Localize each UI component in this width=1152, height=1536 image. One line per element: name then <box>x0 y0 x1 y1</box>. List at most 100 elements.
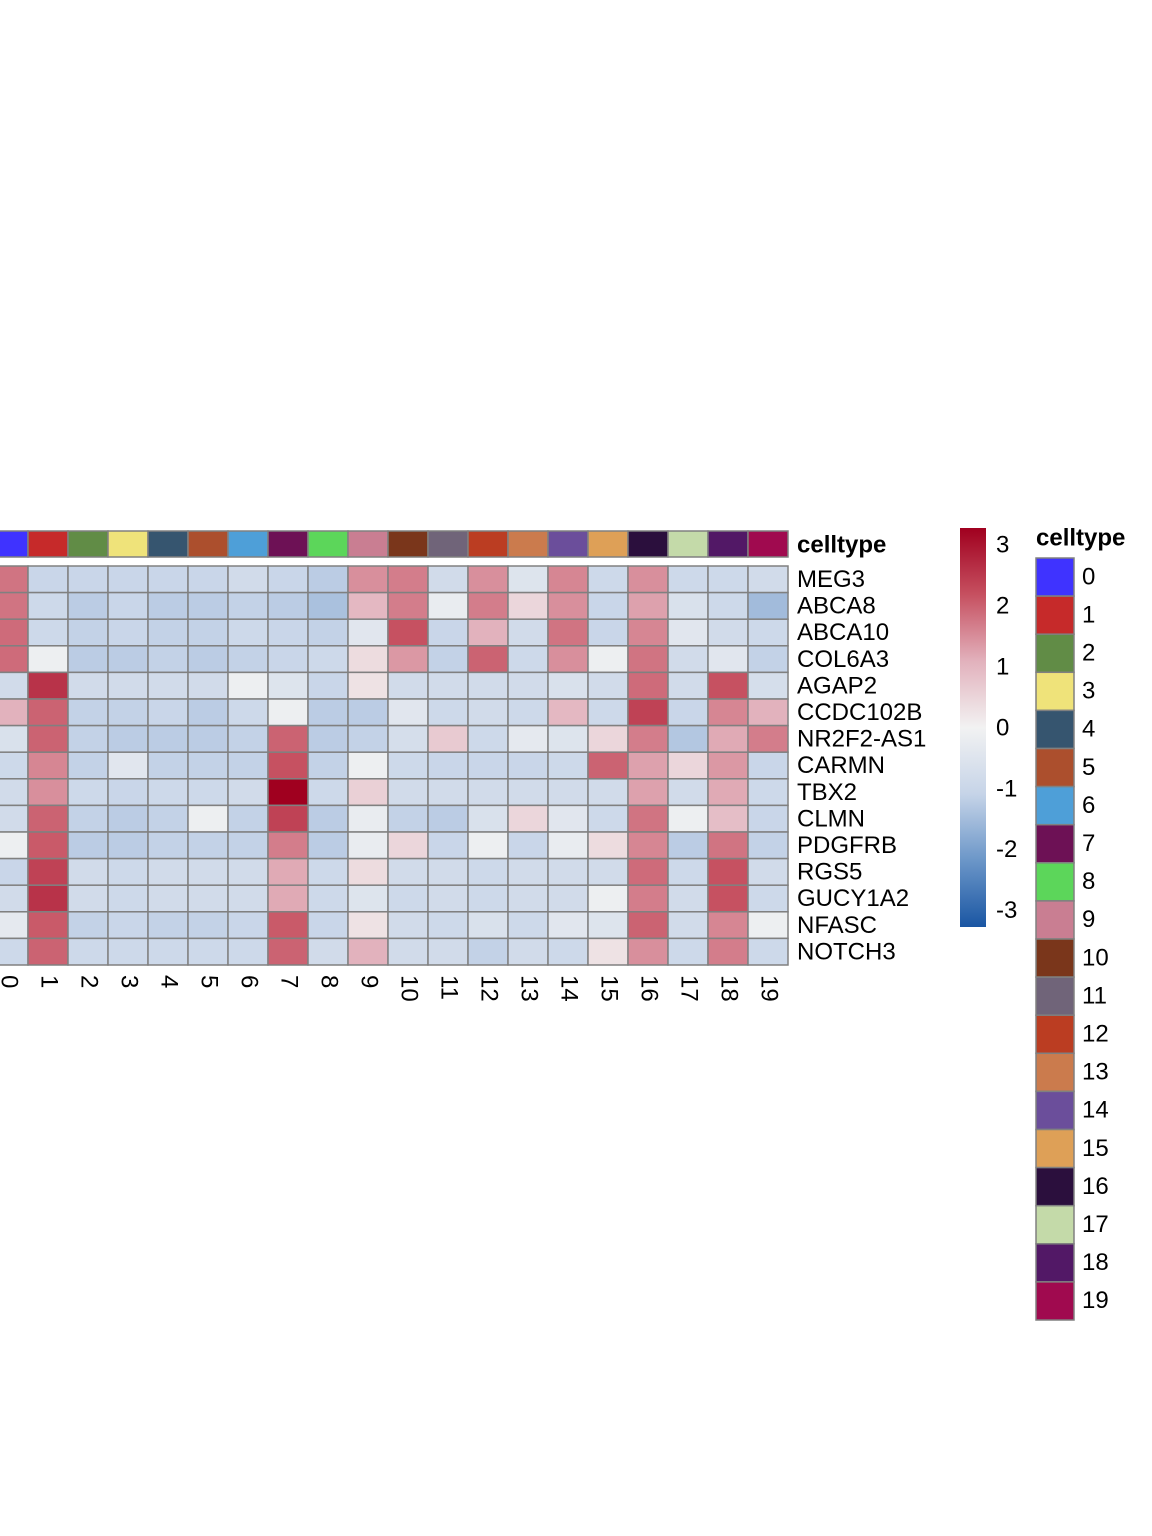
legend-label: 13 <box>1082 1059 1109 1086</box>
heatmap-cell <box>467 831 509 860</box>
heatmap-cell <box>507 645 549 674</box>
heatmap-cell <box>547 911 589 940</box>
heatmap-cell <box>307 937 349 966</box>
heatmap-cell <box>667 698 709 727</box>
heatmap-cell <box>307 778 349 807</box>
heatmap-cell <box>67 778 109 807</box>
heatmap-cell <box>627 884 669 913</box>
heatmap-cell <box>347 671 389 700</box>
legend-swatch <box>1035 785 1075 826</box>
heatmap-cell <box>627 724 669 753</box>
legend-swatch <box>1035 1243 1075 1283</box>
heatmap-cell <box>667 778 709 807</box>
heatmap-cell <box>467 751 509 780</box>
heatmap-cell <box>707 591 749 620</box>
row-label: COL6A3 <box>797 646 889 673</box>
heatmap-cell <box>267 804 309 833</box>
heatmap-cell <box>307 884 349 913</box>
legend-swatch <box>1035 1204 1075 1245</box>
heatmap-cell <box>187 565 229 594</box>
heatmap-cell <box>27 618 69 647</box>
heatmap-cell <box>707 857 749 886</box>
heatmap-cell <box>627 778 669 807</box>
heatmap-cell <box>587 751 629 780</box>
colorbar-tick-label: -2 <box>996 836 1017 863</box>
annotation-cell <box>267 530 309 558</box>
heatmap-cell <box>187 671 229 700</box>
heatmap-cell <box>267 884 309 913</box>
heatmap-cell <box>27 937 69 966</box>
legend-label: 10 <box>1082 944 1109 971</box>
heatmap-cell <box>187 804 229 833</box>
heatmap-cell <box>347 911 389 940</box>
heatmap-cell <box>347 565 389 594</box>
heatmap-cell <box>707 751 749 780</box>
heatmap-cell <box>587 937 629 966</box>
heatmap-cell <box>547 618 589 647</box>
heatmap-cell <box>427 911 469 940</box>
heatmap-cell <box>667 591 709 620</box>
heatmap-cell <box>747 937 789 966</box>
heatmap-cell <box>427 645 469 674</box>
heatmap-cell <box>627 937 669 966</box>
heatmap-cell <box>307 591 349 620</box>
heatmap-cell <box>187 618 229 647</box>
annotation-title: celltype <box>797 531 886 558</box>
heatmap-cell <box>547 884 589 913</box>
heatmap-cell <box>427 831 469 860</box>
heatmap-cell <box>627 751 669 780</box>
heatmap-cell <box>467 698 509 727</box>
heatmap-cell <box>587 778 629 807</box>
legend-swatch <box>1035 862 1075 902</box>
column-label: 14 <box>556 975 583 1002</box>
heatmap-cell <box>707 911 749 940</box>
legend-label: 4 <box>1082 716 1095 743</box>
heatmap-cell <box>227 937 269 966</box>
heatmap-cell <box>547 591 589 620</box>
heatmap-cell <box>547 751 589 780</box>
legend-swatch <box>1035 1052 1075 1093</box>
heatmap-cell <box>587 565 629 594</box>
heatmap-cell <box>67 618 109 647</box>
heatmap-cell <box>187 645 229 674</box>
annotation-cell <box>67 530 109 558</box>
heatmap-cell <box>67 671 109 700</box>
heatmap-cell <box>467 618 509 647</box>
row-label: NR2F2-AS1 <box>797 726 926 753</box>
row-label: NFASC <box>797 912 877 939</box>
annotation-cell <box>0 530 29 558</box>
heatmap-cell <box>707 884 749 913</box>
legend-swatch <box>1035 557 1075 597</box>
heatmap-cell <box>587 911 629 940</box>
heatmap-cell <box>467 671 509 700</box>
column-label: 1 <box>36 975 63 988</box>
heatmap-cell <box>387 751 429 780</box>
heatmap-cell <box>547 698 589 727</box>
heatmap-cell <box>467 591 509 620</box>
column-label: 16 <box>636 975 663 1002</box>
legend-label: 2 <box>1082 640 1095 667</box>
heatmap-cell <box>0 778 29 807</box>
heatmap-cell <box>0 937 29 966</box>
heatmap-cell <box>0 591 29 620</box>
legend-swatch <box>1035 1166 1075 1207</box>
heatmap-cell <box>747 804 789 833</box>
heatmap-cell <box>627 618 669 647</box>
heatmap-cell <box>707 937 749 966</box>
legend-swatch <box>1035 938 1075 978</box>
heatmap-cell <box>587 671 629 700</box>
heatmap-cell <box>0 724 29 753</box>
heatmap-cell <box>0 751 29 780</box>
heatmap-cell <box>267 937 309 966</box>
heatmap-cell <box>587 831 629 860</box>
legend-label: 15 <box>1082 1135 1109 1162</box>
heatmap-cell <box>547 831 589 860</box>
legend-label: 8 <box>1082 868 1095 895</box>
heatmap-cell <box>0 831 29 860</box>
colorbar-tick-label: 3 <box>996 532 1009 559</box>
heatmap-cell <box>747 645 789 674</box>
heatmap-cell <box>387 618 429 647</box>
heatmap-cell <box>187 937 229 966</box>
legend-label: 11 <box>1082 982 1107 1009</box>
heatmap-cell <box>267 911 309 940</box>
